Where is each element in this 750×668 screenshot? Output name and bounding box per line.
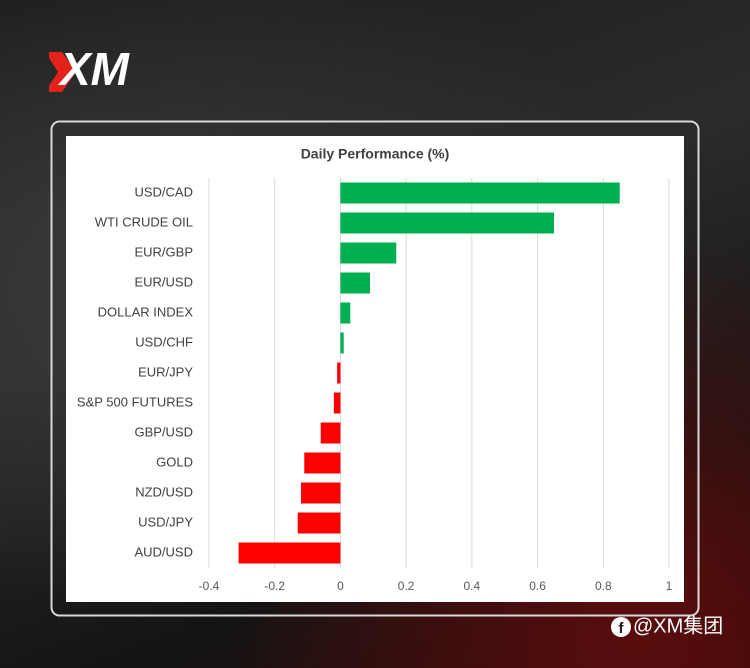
x-tick-label: 0 [337, 579, 344, 593]
x-tick-label: 1 [666, 579, 673, 593]
y-tick-label: EUR/USD [134, 274, 193, 289]
bar [320, 422, 341, 444]
facebook-f: f [619, 620, 625, 637]
plot: -0.4 -0.2 0 0.2 0.4 0.6 0.8 1 USD/CAD WTI CRUDE O… [77, 178, 673, 593]
y-tick-label: NZD/USD [135, 484, 193, 499]
y-tick-label: USD/CHF [135, 334, 193, 349]
bar [337, 362, 341, 384]
y-tick-label: GOLD [156, 454, 193, 469]
bar [340, 332, 344, 354]
y-tick-label: USD/JPY [138, 514, 193, 529]
bar [238, 542, 341, 564]
bar [340, 302, 351, 324]
x-tick-label: 0.4 [464, 579, 481, 593]
y-tick-label: DOLLAR INDEX [98, 304, 194, 319]
x-tick-label: -0.2 [264, 579, 285, 593]
bar [301, 482, 341, 504]
card [50, 120, 700, 617]
logo-mark [49, 52, 76, 92]
bar [304, 452, 341, 474]
y-tick-label: EUR/JPY [138, 364, 193, 379]
x-tick-label: 0.2 [398, 579, 415, 593]
bar [340, 272, 370, 294]
x-tick-label: -0.4 [199, 579, 220, 593]
bar [297, 512, 341, 534]
x-tick-label: 0.8 [595, 579, 612, 593]
chart-title: Daily Performance (%) [301, 146, 450, 162]
bar [340, 212, 554, 234]
facebook-icon [611, 617, 631, 637]
y-tick-label: AUD/USD [134, 544, 193, 559]
x-tick-label: 0.6 [529, 579, 546, 593]
y-tick-label: S&P 500 FUTURES [77, 394, 193, 409]
y-tick-label: WTI CRUDE OIL [95, 214, 193, 229]
bar [340, 242, 397, 264]
bar [333, 392, 341, 414]
y-tick-label: GBP/USD [134, 424, 193, 439]
logo: XM [57, 43, 131, 95]
y-tick-label: EUR/GBP [134, 244, 193, 259]
y-tick-label: USD/CAD [134, 184, 193, 199]
watermark: @XM集团 [633, 614, 723, 637]
bar [340, 182, 620, 204]
